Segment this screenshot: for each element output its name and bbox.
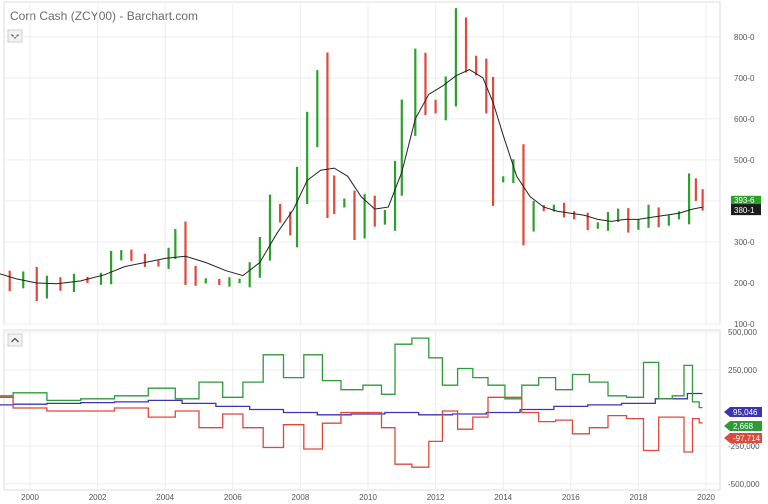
collapse-lower-button[interactable] [7,333,23,347]
series-line-series_blue [0,392,703,416]
volume-pane [3,329,721,491]
chevron-down-icon [11,34,19,39]
series-value-label: 95,046 [733,408,758,417]
y-tick-label-lower: 500,000 [728,328,757,337]
y-tick-label: 800-0 [734,33,755,42]
x-tick-label: 2014 [494,493,512,502]
x-tick-label: 2010 [359,493,377,502]
y-tick-label: 700-0 [734,74,755,83]
y-tick-label-lower: -250,000 [728,442,760,451]
last-price-label: 393-6 [734,196,755,205]
y-tick-label-lower: -500,000 [728,480,760,489]
y-tick-label: 300-0 [734,238,755,247]
series-line-series_green [0,337,703,409]
y-tick-label: 500-0 [734,156,755,165]
x-tick-label: 2016 [562,493,580,502]
ma-price-label: 380-1 [734,206,755,215]
moving-average-line [0,69,703,285]
series-line-series_red [0,395,703,468]
series-value-label: -97,714 [733,434,761,443]
series-tag-series_blue [724,407,762,417]
x-tick-label: 2020 [697,493,715,502]
y-tick-label: 600-0 [734,115,755,124]
series-value-label: 2,668 [733,422,754,431]
x-tick-label: 2018 [630,493,648,502]
y-tick-label: 100-0 [734,320,755,329]
y-tick-label-lower: 250,000 [728,366,757,375]
series-tag-series_red [724,433,762,443]
x-tick-label: 2008 [292,493,310,502]
chart-title: Corn Cash (ZCY00) - Barchart.com [10,9,198,23]
x-tick-label: 2006 [224,493,242,502]
ma-price-tag [731,204,761,216]
y-tick-label: 200-0 [734,279,755,288]
chevron-up-icon [11,337,19,343]
x-tick-label: 2004 [156,493,174,502]
x-tick-label: 2000 [21,493,39,502]
collapse-upper-button[interactable] [7,29,23,43]
x-tick-label: 2002 [89,493,107,502]
last-price-tag [731,195,761,205]
price-pane [3,1,721,325]
series-tag-series_green [724,421,762,431]
x-tick-label: 2012 [427,493,445,502]
